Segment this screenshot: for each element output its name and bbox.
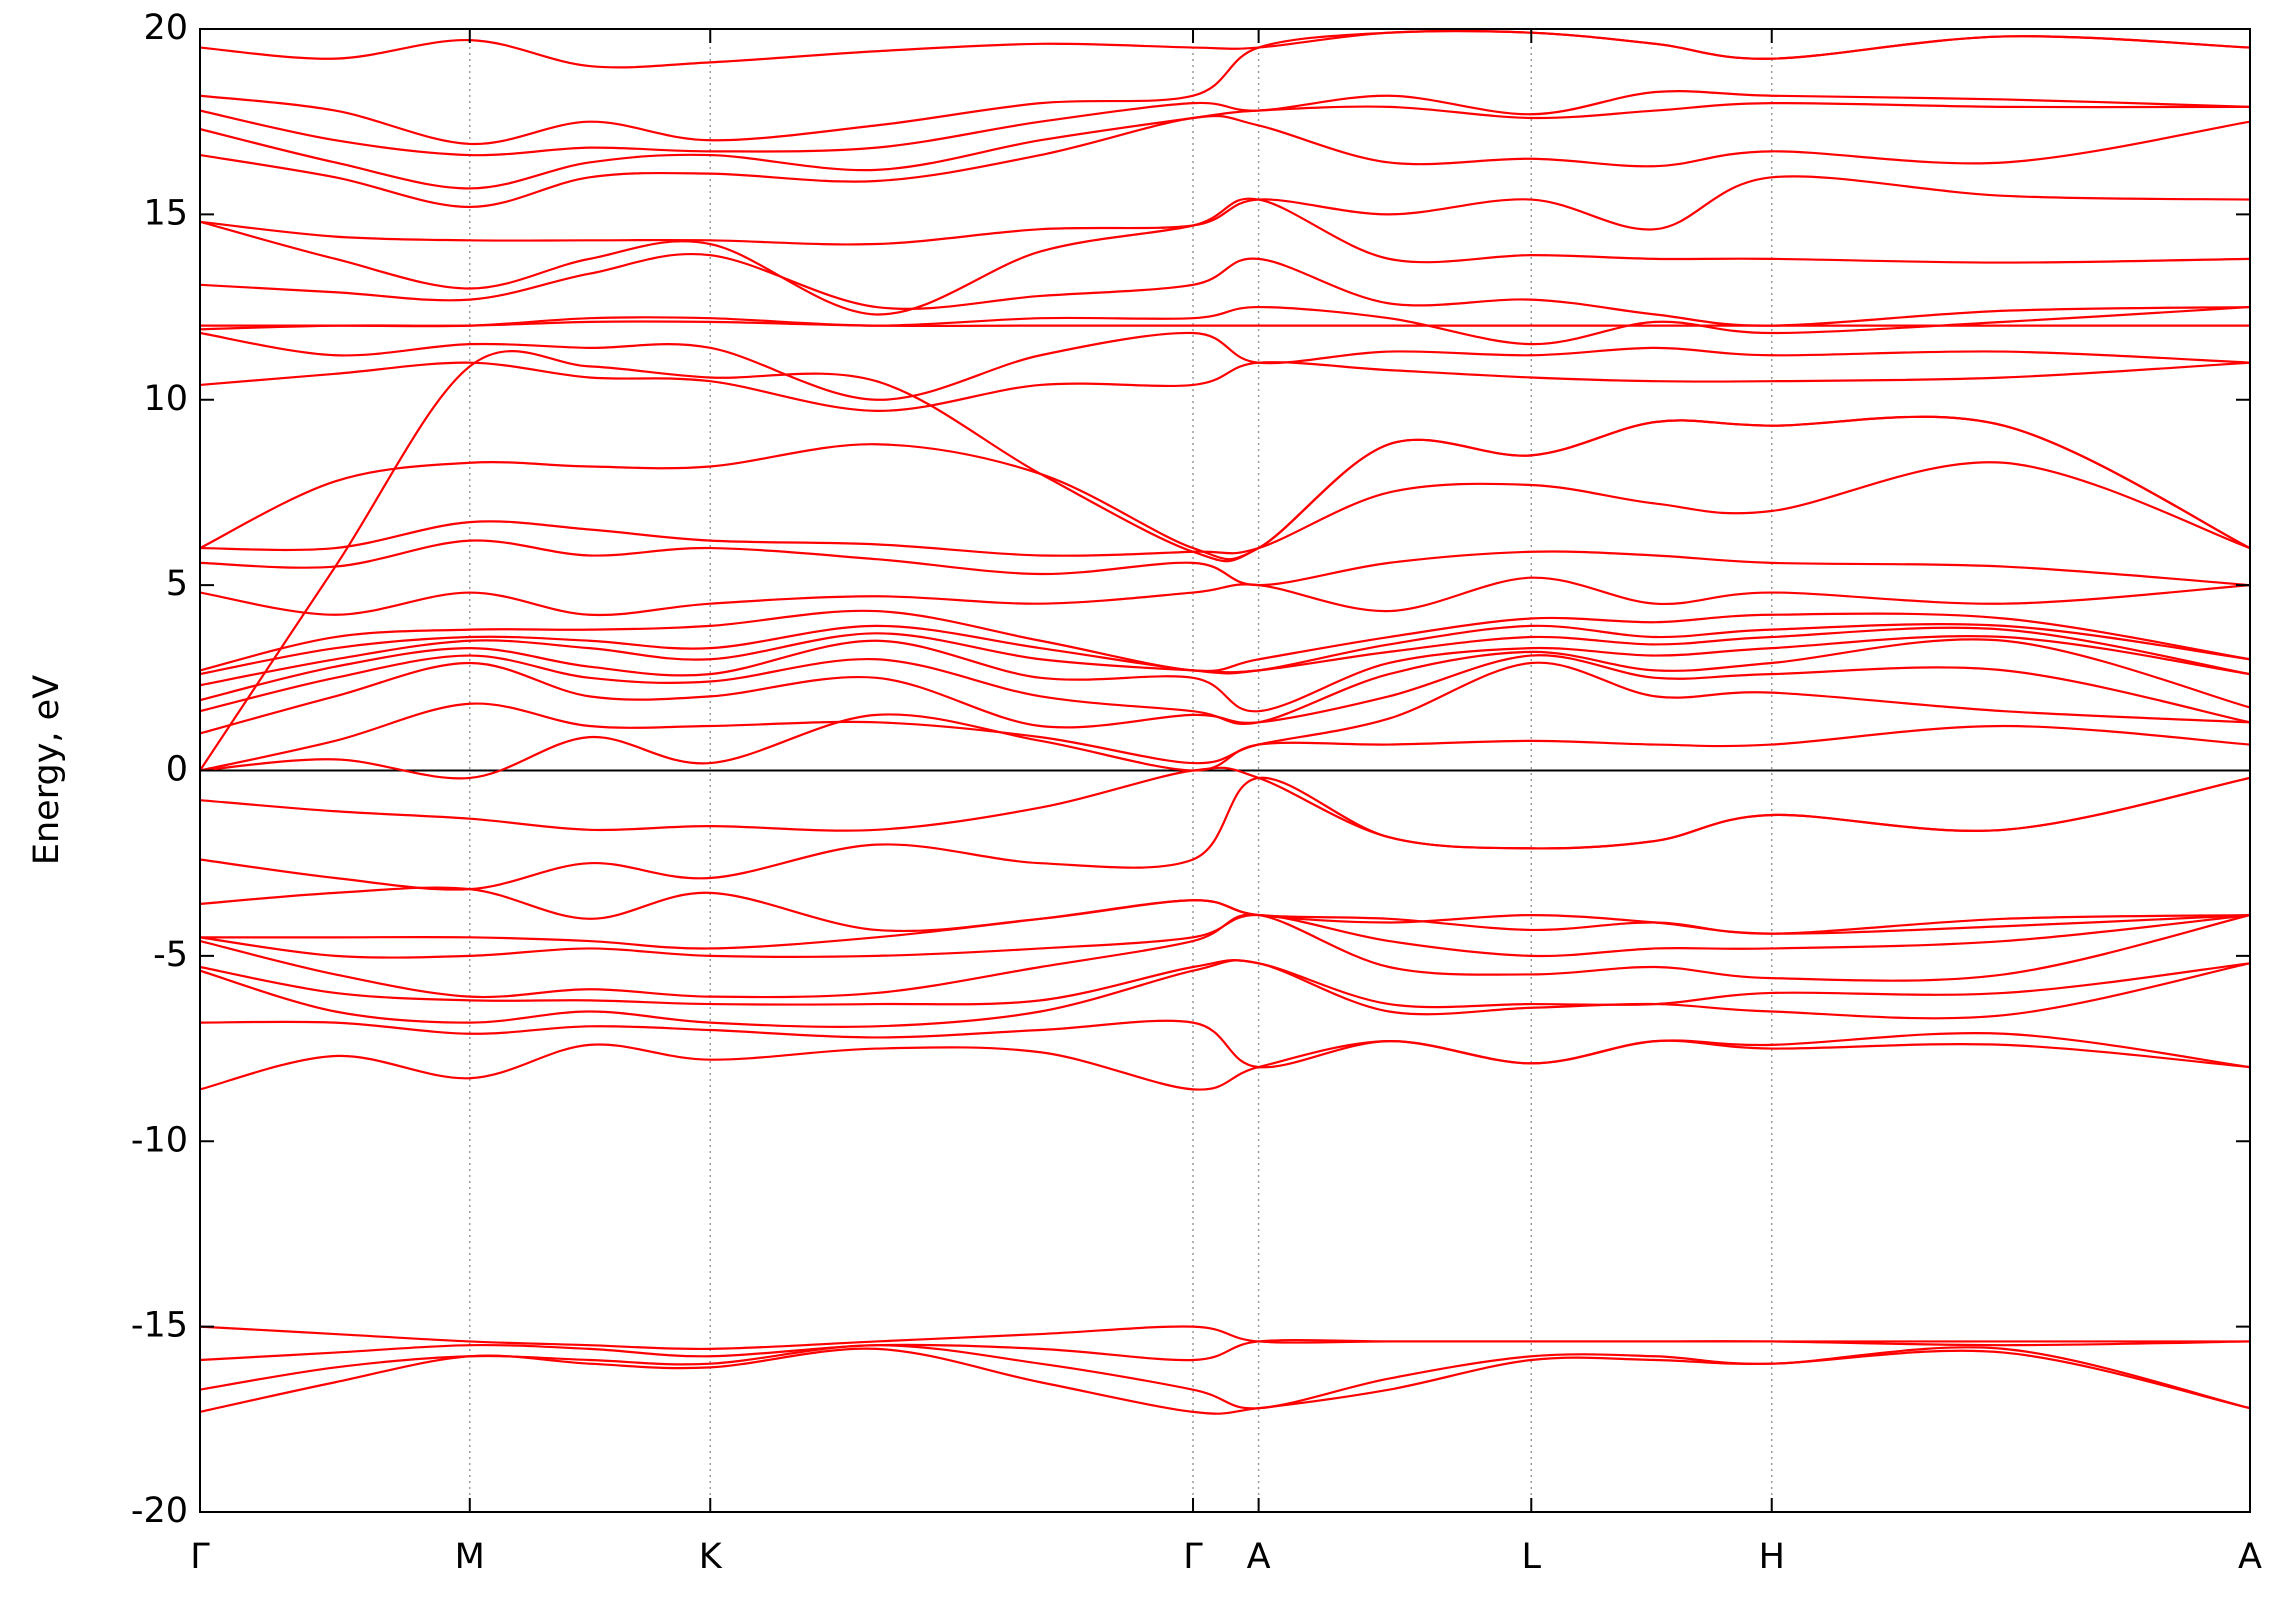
x-tick-label: A — [2238, 1537, 2262, 1577]
band-line — [200, 913, 2250, 999]
band-line — [200, 197, 2250, 316]
band-line — [200, 776, 2250, 891]
band-line — [200, 350, 2250, 772]
band-line — [200, 1344, 2250, 1410]
y-tick-label: -10 — [131, 1120, 188, 1160]
band-line — [200, 638, 2250, 726]
y-tick-label: 0 — [166, 750, 188, 790]
band-line — [200, 1019, 2250, 1069]
band-line — [200, 959, 2250, 1009]
band-line — [200, 1338, 2250, 1362]
x-tick-label: K — [699, 1537, 723, 1577]
y-tick-label: 20 — [143, 8, 188, 48]
band-line — [200, 913, 2250, 959]
y-axis-label: Energy, eV — [27, 675, 67, 865]
band-line — [200, 713, 2250, 780]
y-tick-label: -15 — [131, 1306, 188, 1346]
band-line — [200, 959, 2250, 1028]
band-line — [200, 90, 2250, 157]
band-line — [200, 252, 2250, 327]
x-tick-label: L — [1522, 1537, 1542, 1577]
band-line — [200, 576, 2250, 617]
y-tick-label: -5 — [153, 935, 188, 975]
y-tick-label: 5 — [166, 564, 188, 604]
plot-area — [200, 29, 2250, 1512]
band-line — [200, 415, 2250, 561]
y-tick-label: 15 — [143, 193, 188, 233]
x-tick-label: Γ — [190, 1537, 210, 1577]
band-line — [200, 305, 2250, 346]
band-line — [200, 114, 2250, 209]
band-line — [200, 609, 2250, 673]
y-tick-label: 10 — [143, 379, 188, 419]
band-line — [200, 766, 2250, 850]
x-tick-label: M — [455, 1537, 485, 1577]
band-line — [200, 101, 2250, 190]
band-line — [200, 1031, 2250, 1091]
band-line — [200, 29, 2250, 69]
x-tick-label: Γ — [1183, 1537, 1203, 1577]
band-line — [200, 539, 2250, 587]
band-line — [200, 886, 2250, 935]
y-tick-label: -20 — [131, 1491, 188, 1531]
band-line — [200, 1347, 2250, 1415]
x-tick-label: A — [1247, 1537, 1271, 1577]
band-line — [200, 461, 2250, 557]
band-line — [200, 361, 2250, 412]
band-line — [200, 654, 2250, 735]
band-line — [200, 331, 2250, 401]
band-line — [200, 635, 2250, 713]
band-line — [200, 661, 2250, 772]
x-tick-label: H — [1759, 1537, 1785, 1577]
band-line — [200, 175, 2250, 246]
